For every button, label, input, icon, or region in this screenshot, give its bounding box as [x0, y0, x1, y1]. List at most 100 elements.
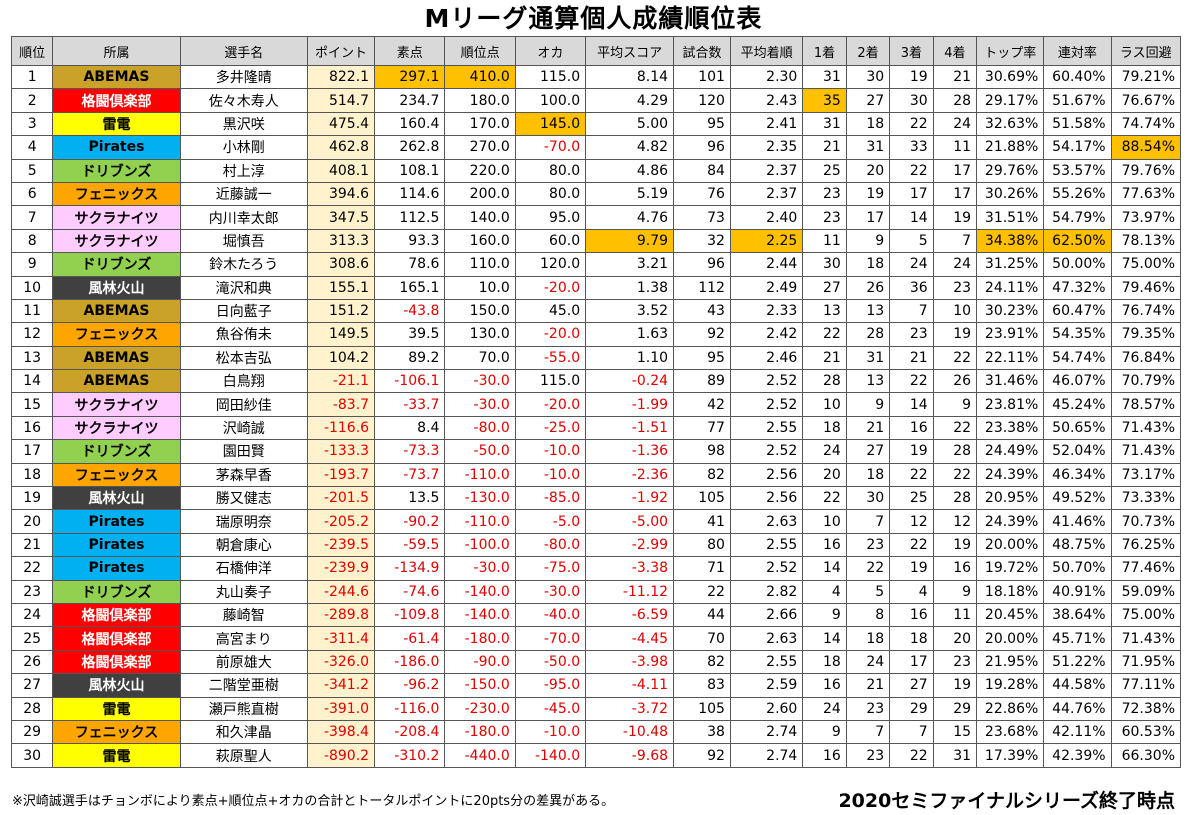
second-place-cell: 27 — [845, 88, 891, 113]
second-place-cell: 20 — [845, 158, 891, 183]
games-cell: 70 — [673, 626, 731, 651]
average-rank-cell: 2.41 — [729, 111, 804, 137]
fourth-place-cell: 22 — [932, 345, 978, 371]
second-place-cell: 18 — [845, 111, 891, 137]
last-avoid-cell: 71.43% — [1110, 439, 1182, 464]
oka-cell: -5.0 — [514, 509, 587, 534]
games-cell: 77 — [673, 415, 731, 441]
rank-cell: 20 — [10, 509, 54, 534]
first-place-cell: 4 — [802, 579, 847, 604]
points-cell: 104.2 — [306, 345, 376, 371]
raw-score-cell: 114.6 — [374, 181, 446, 207]
player-name-cell: 勝又健志 — [179, 486, 308, 511]
oka-cell: -10.0 — [514, 462, 587, 488]
games-cell: 95 — [673, 345, 731, 371]
rank-points-cell: -50.0 — [444, 439, 516, 464]
column-header: 選手名 — [179, 36, 308, 66]
first-place-cell: 24 — [802, 696, 847, 721]
raw-score-cell: -61.4 — [374, 626, 446, 651]
rank-cell: 25 — [10, 626, 54, 651]
average-rank-cell: 2.59 — [729, 673, 804, 698]
average-rank-cell: 2.52 — [729, 439, 804, 464]
third-place-cell: 22 — [889, 462, 934, 488]
last-avoid-cell: 76.74% — [1110, 298, 1182, 324]
team-cell: ドリブンズ — [52, 439, 181, 464]
third-place-cell: 16 — [889, 602, 934, 628]
table-row: 30 雷電 萩原聖人 -890.2 -310.2 -440.0 -140.0 -9.68 92 2… — [10, 743, 1182, 768]
rank-points-cell: -130.0 — [444, 486, 516, 511]
raw-score-cell: 8.4 — [374, 415, 446, 441]
rank-points-cell: -140.0 — [444, 602, 516, 628]
oka-cell: -50.0 — [514, 649, 587, 675]
first-place-cell: 10 — [802, 392, 847, 417]
column-header: トップ率 — [976, 36, 1045, 66]
fourth-place-cell: 24 — [932, 252, 978, 277]
rentai-rate-cell: 47.32% — [1043, 275, 1112, 300]
team-cell: Pirates — [52, 556, 181, 581]
average-score-cell: 8.14 — [585, 64, 675, 90]
average-rank-cell: 2.55 — [729, 415, 804, 441]
second-place-cell: 26 — [845, 275, 891, 300]
table-row: 8 サクラナイツ 堀慎吾 313.3 93.3 160.0 60.0 9.79 32 2.25 11… — [10, 228, 1182, 254]
average-rank-cell: 2.74 — [729, 743, 804, 768]
oka-cell: 120.0 — [514, 252, 587, 277]
column-header: 連対率 — [1043, 36, 1112, 66]
table-row: 11 ABEMAS 日向藍子 151.2 -43.8 150.0 45.0 3.52 43 2.3… — [10, 298, 1182, 324]
oka-cell: -20.0 — [514, 322, 587, 347]
raw-score-cell: -116.0 — [374, 696, 446, 721]
rentai-rate-cell: 60.40% — [1043, 64, 1112, 90]
points-cell: -116.6 — [306, 415, 376, 441]
points-cell: -341.2 — [306, 673, 376, 698]
rank-cell: 18 — [10, 462, 54, 488]
second-place-cell: 18 — [845, 462, 891, 488]
rentai-rate-cell: 60.47% — [1043, 298, 1112, 324]
rentai-rate-cell: 38.64% — [1043, 602, 1112, 628]
games-cell: 73 — [673, 205, 731, 230]
rentai-rate-cell: 51.67% — [1043, 88, 1112, 113]
rank-points-cell: -30.0 — [444, 369, 516, 394]
games-cell: 105 — [673, 486, 731, 511]
last-avoid-cell: 75.00% — [1110, 602, 1182, 628]
average-rank-cell: 2.60 — [729, 696, 804, 721]
rentai-rate-cell: 51.58% — [1043, 111, 1112, 137]
team-cell: ドリブンズ — [52, 158, 181, 183]
games-cell: 112 — [673, 275, 731, 300]
first-place-cell: 16 — [802, 743, 847, 768]
rentai-rate-cell: 45.24% — [1043, 392, 1112, 417]
fourth-place-cell: 29 — [932, 696, 978, 721]
raw-score-cell: -106.1 — [374, 369, 446, 394]
team-cell: 格闘倶楽部 — [52, 602, 181, 628]
table-body: 1 ABEMAS 多井隆晴 822.1 297.1 410.0 115.0 8.14 101 2.… — [10, 64, 1182, 768]
table-row: 1 ABEMAS 多井隆晴 822.1 297.1 410.0 115.0 8.14 101 2.… — [10, 64, 1182, 90]
team-cell: サクラナイツ — [52, 392, 181, 417]
table-row: 14 ABEMAS 白鳥翔 -21.1 -106.1 -30.0 115.0 -0.24 89 2… — [10, 369, 1182, 394]
rank-cell: 21 — [10, 532, 54, 558]
table-row: 4 Pirates 小林剛 462.8 262.8 270.0 -70.0 4.82 96 2.3… — [10, 135, 1182, 160]
rank-cell: 9 — [10, 252, 54, 277]
third-place-cell: 17 — [889, 181, 934, 207]
third-place-cell: 14 — [889, 392, 934, 417]
table-row: 24 格闘倶楽部 藤崎智 -289.8 -109.8 -140.0 -40.0 -6.59 44… — [10, 602, 1182, 628]
second-place-cell: 19 — [845, 181, 891, 207]
table-row: 19 風林火山 勝又健志 -201.5 13.5 -130.0 -85.0 -1.92 105 2… — [10, 486, 1182, 511]
rank-points-cell: -110.0 — [444, 462, 516, 488]
rank-points-cell: -30.0 — [444, 556, 516, 581]
points-cell: 308.6 — [306, 252, 376, 277]
raw-score-cell: 165.1 — [374, 275, 446, 300]
table-row: 3 雷電 黒沢咲 475.4 160.4 170.0 145.0 5.00 95 2.41 31 18… — [10, 111, 1182, 137]
top-rate-cell: 24.39% — [976, 509, 1045, 534]
average-score-cell: 1.38 — [585, 275, 675, 300]
oka-cell: -20.0 — [514, 392, 587, 417]
top-rate-cell: 34.38% — [976, 228, 1045, 254]
rank-points-cell: -180.0 — [444, 626, 516, 651]
last-avoid-cell: 73.97% — [1110, 205, 1182, 230]
average-score-cell: 4.76 — [585, 205, 675, 230]
points-cell: 155.1 — [306, 275, 376, 300]
oka-cell: 45.0 — [514, 298, 587, 324]
last-avoid-cell: 77.11% — [1110, 673, 1182, 698]
raw-score-cell: 112.5 — [374, 205, 446, 230]
second-place-cell: 21 — [845, 673, 891, 698]
table-row: 23 ドリブンズ 丸山奏子 -244.6 -74.6 -140.0 -30.0 -11.12 2… — [10, 579, 1182, 604]
team-cell: 風林火山 — [52, 486, 181, 511]
first-place-cell: 31 — [802, 111, 847, 137]
